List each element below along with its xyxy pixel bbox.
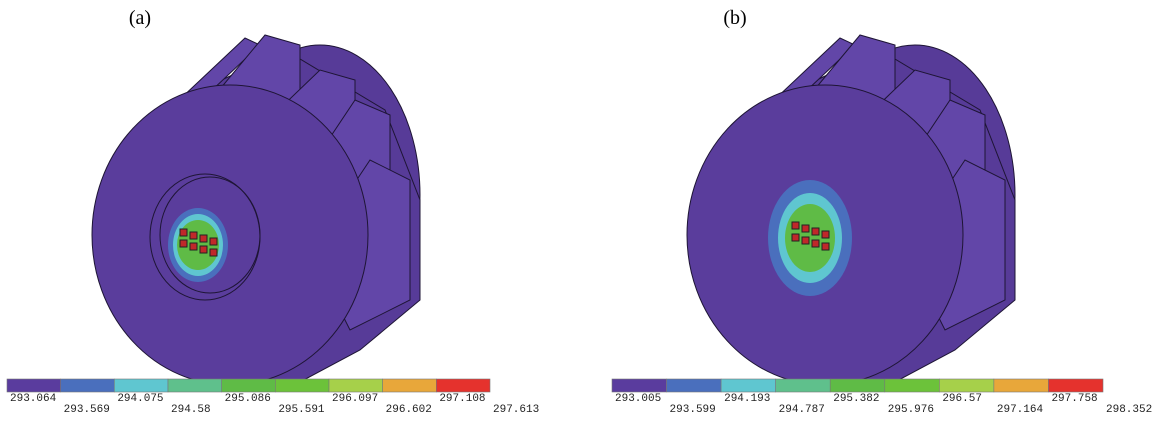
- legend-tick-label: 293.569: [64, 404, 110, 416]
- legend-tick-label: 296.097: [332, 393, 378, 405]
- legend-bin: [994, 379, 1049, 392]
- panel-a-model: [92, 35, 420, 385]
- legend-tick-label: 294.075: [117, 393, 163, 405]
- legend-bin: [222, 379, 276, 392]
- legend-tick-label: 295.382: [833, 393, 879, 405]
- legend-tick-label: 294.787: [779, 404, 825, 416]
- legend-tick-label: 297.164: [997, 404, 1044, 416]
- legend-tick-label: 297.613: [493, 404, 539, 416]
- legend-bin: [939, 379, 994, 392]
- legend-tick-label: 294.58: [171, 404, 211, 416]
- legend-bin: [612, 379, 667, 392]
- legend-tick-label: 296.57: [942, 393, 982, 405]
- legend-tick-label: 295.591: [278, 404, 325, 416]
- legend-tick-label: 296.602: [386, 404, 432, 416]
- legend-bin: [7, 379, 61, 392]
- legend-bin: [776, 379, 831, 392]
- legend-bin: [667, 379, 722, 392]
- panel-label: (a): [129, 7, 151, 29]
- legend-bin: [61, 379, 115, 392]
- legend-bin: [275, 379, 329, 392]
- panel-b-model: [687, 35, 1015, 385]
- legend-tick-label: 293.599: [670, 404, 716, 416]
- panel-label: (b): [723, 7, 746, 29]
- legend-bin: [168, 379, 222, 392]
- legend-tick-label: 298.352: [1106, 404, 1152, 416]
- legend-tick-label: 293.064: [10, 393, 57, 405]
- legend-tick-label: 297.108: [439, 393, 485, 405]
- legend-tick-label: 293.005: [615, 393, 661, 405]
- legend-bin: [1048, 379, 1103, 392]
- legend-bin: [721, 379, 776, 392]
- legend-bin: [436, 379, 490, 392]
- legend-bin: [830, 379, 885, 392]
- legend-tick-label: 294.193: [724, 393, 770, 405]
- legend-bin: [329, 379, 383, 392]
- legend-tick-label: 295.976: [888, 404, 934, 416]
- legend-bin: [114, 379, 168, 392]
- legend-tick-label: 297.758: [1051, 393, 1097, 405]
- legend-bin: [885, 379, 940, 392]
- legend-tick-label: 295.086: [225, 393, 271, 405]
- legend-bin: [383, 379, 437, 392]
- figure: (a) 293.064 293.569 294.075 294.58 295.086 295…: [0, 0, 1166, 422]
